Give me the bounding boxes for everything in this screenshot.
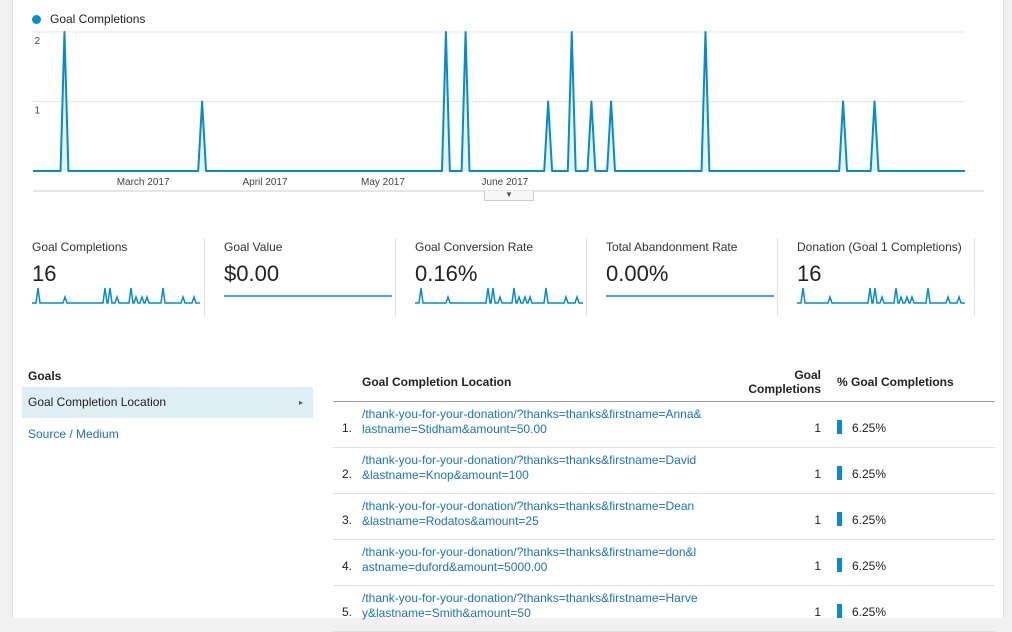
goal-completions-chart: 1 2 March 2017 April 2017 May 2017 June 2017 [33, 31, 984, 192]
x-tick-label: March 2017 [117, 177, 170, 188]
column-header-location[interactable]: Goal Completion Location [362, 375, 512, 389]
scorecard-label: Donation (Goal 1 Completions) [797, 240, 962, 254]
row-pct-bar [837, 420, 842, 434]
row-pct: 6.25% [852, 513, 887, 527]
report-panel: 1 2 March 2017 April 2017 May 2017 June 2017 … [12, 0, 1005, 632]
row-number: 1. [342, 421, 353, 435]
sparkline [32, 287, 200, 304]
row-completions: 1 [814, 513, 821, 527]
table-header: Goal Completion Location Goal Completion… [333, 360, 995, 402]
scorecard-goal-value[interactable]: Goal Value $0.00 [204, 238, 395, 316]
scorecard-value: $0.00 [224, 261, 280, 286]
chart-collapse-handle[interactable]: ▼ [484, 191, 534, 201]
y-tick-label: 2 [34, 36, 40, 47]
scorecard-value: 16 [797, 261, 822, 286]
scorecard-value: 16 [32, 261, 57, 286]
row-pct: 6.25% [852, 559, 887, 573]
row-location-link[interactable]: /thank-you-for-your-donation/?thanks=tha… [362, 407, 702, 436]
scorecard-value: 0.16% [415, 261, 478, 286]
sparkline [415, 287, 583, 304]
row-location-link[interactable]: /thank-you-for-your-donation/?thanks=tha… [362, 545, 697, 574]
table-row: 3. /thank-you-for-your-donation/?thanks=… [333, 494, 995, 540]
row-location-link[interactable]: /thank-you-for-your-donation/?thanks=tha… [362, 591, 698, 620]
goals-nav-item-label: Goal Completion Location [28, 395, 167, 409]
legend-label: Goal Completions [50, 12, 146, 26]
row-number: 5. [342, 605, 353, 619]
scorecards: Goal Completions 16 Goal Value $0.00 Goa… [13, 238, 1005, 318]
chevron-right-icon: ▸ [298, 398, 303, 407]
row-location-link[interactable]: /thank-you-for-your-donation/?thanks=tha… [362, 453, 697, 482]
sparkline-path [415, 287, 583, 304]
sparkline [797, 287, 965, 304]
goals-nav-item-goal-completion-location[interactable]: Goal Completion Location ▸ [22, 387, 313, 418]
table-row: 2. /thank-you-for-your-donation/?thanks=… [333, 448, 995, 494]
legend-dot [32, 14, 41, 24]
row-number: 3. [342, 513, 353, 527]
goal-location-table: Goal Completion Location Goal Completion… [333, 360, 995, 632]
sparkline-path [797, 287, 965, 304]
scorecard-goal-conversion-rate[interactable]: Goal Conversion Rate 0.16% [395, 238, 586, 316]
scorecard-label: Goal Conversion Rate [415, 240, 534, 254]
scorecard-value: 0.00% [606, 261, 669, 286]
sparkline-path [32, 287, 200, 304]
chevron-down-icon: ▼ [505, 190, 513, 199]
goals-nav-header: Goals [28, 369, 313, 388]
scorecard-total-abandonment-rate[interactable]: Total Abandonment Rate 0.00% [586, 238, 777, 316]
table-row: 1. /thank-you-for-your-donation/?thanks=… [333, 402, 995, 448]
row-number: 2. [342, 467, 353, 481]
goals-nav-item-source-medium[interactable]: Source / Medium [28, 427, 119, 441]
row-pct: 6.25% [852, 605, 887, 619]
sparkline [224, 295, 392, 297]
row-pct-bar [837, 604, 842, 618]
row-completions: 1 [814, 559, 821, 573]
scorecard-goal-completions[interactable]: Goal Completions 16 [13, 238, 204, 316]
scorecard-label: Goal Completions [32, 240, 128, 254]
row-completions: 1 [814, 467, 821, 481]
y-tick-label: 1 [34, 106, 40, 117]
row-pct-bar [837, 558, 842, 572]
x-tick-label: April 2017 [243, 177, 288, 188]
scorecard-label: Total Abandonment Rate [606, 240, 738, 254]
chart-legend[interactable]: Goal Completions [32, 12, 145, 26]
row-pct: 6.25% [852, 467, 887, 481]
row-completions: 1 [814, 421, 821, 435]
row-completions: 1 [814, 605, 821, 619]
row-pct-bar [837, 512, 842, 526]
scorecard-donation-goal-1[interactable]: Donation (Goal 1 Completions) 16 [777, 238, 975, 316]
row-number: 4. [342, 559, 353, 573]
series-line [33, 31, 965, 172]
column-header-completions[interactable]: Goal Completions [748, 368, 821, 396]
scorecard-label: Goal Value [224, 240, 283, 254]
table-row: 4. /thank-you-for-your-donation/?thanks=… [333, 540, 995, 586]
column-header-pct[interactable]: % Goal Completions [837, 375, 954, 389]
x-tick-label: June 2017 [482, 177, 529, 188]
row-pct-bar [837, 466, 842, 480]
table-row: 5. /thank-you-for-your-donation/?thanks=… [333, 586, 995, 632]
x-tick-label: May 2017 [361, 177, 405, 188]
row-pct: 6.25% [852, 421, 887, 435]
sparkline [606, 295, 774, 297]
row-location-link[interactable]: /thank-you-for-your-donation/?thanks=tha… [362, 499, 695, 528]
